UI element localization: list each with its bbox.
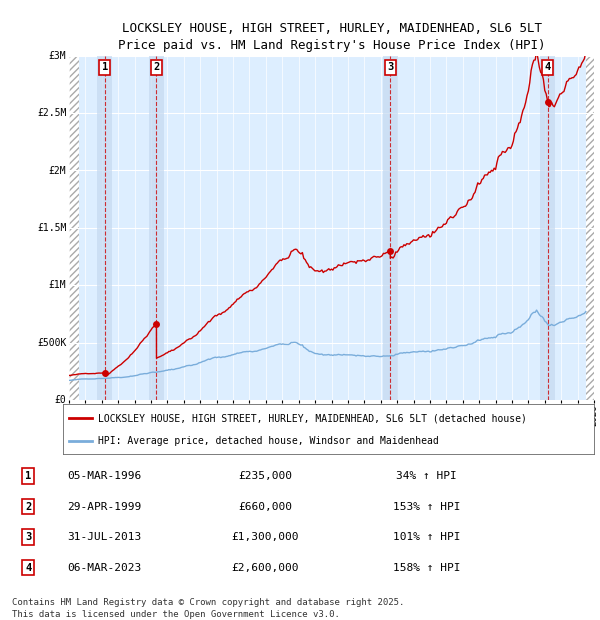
Text: 3: 3	[25, 532, 31, 542]
Bar	[586, 56, 594, 400]
Text: £235,000: £235,000	[238, 471, 292, 481]
Bar	[69, 56, 79, 400]
Text: £1M: £1M	[49, 280, 67, 290]
Text: 4: 4	[545, 62, 551, 73]
Text: HPI: Average price, detached house, Windsor and Maidenhead: HPI: Average price, detached house, Wind…	[98, 436, 438, 446]
Text: £2.5M: £2.5M	[37, 108, 67, 118]
Text: 29-APR-1999: 29-APR-1999	[67, 502, 141, 512]
Text: 2: 2	[25, 502, 31, 512]
Text: 06-MAR-2023: 06-MAR-2023	[67, 562, 141, 572]
Text: 05-MAR-1996: 05-MAR-1996	[67, 471, 141, 481]
Text: £3M: £3M	[49, 51, 67, 61]
Bar	[97, 56, 112, 400]
Text: 158% ↑ HPI: 158% ↑ HPI	[393, 562, 460, 572]
Text: Contains HM Land Registry data © Crown copyright and database right 2025.
This d: Contains HM Land Registry data © Crown c…	[12, 598, 404, 619]
Text: LOCKSLEY HOUSE, HIGH STREET, HURLEY, MAIDENHEAD, SL6 5LT (detached house): LOCKSLEY HOUSE, HIGH STREET, HURLEY, MAI…	[98, 413, 526, 423]
Text: £660,000: £660,000	[238, 502, 292, 512]
Text: 153% ↑ HPI: 153% ↑ HPI	[393, 502, 460, 512]
Text: £500K: £500K	[37, 337, 67, 348]
Text: 31-JUL-2013: 31-JUL-2013	[67, 532, 141, 542]
Text: 3: 3	[387, 62, 394, 73]
Text: 4: 4	[25, 562, 31, 572]
Bar	[541, 56, 555, 400]
Text: £0: £0	[55, 395, 67, 405]
Bar	[149, 56, 164, 400]
Text: 101% ↑ HPI: 101% ↑ HPI	[393, 532, 460, 542]
Text: 1: 1	[101, 62, 108, 73]
Text: 1: 1	[25, 471, 31, 481]
Text: £2,600,000: £2,600,000	[232, 562, 299, 572]
Text: 2: 2	[154, 62, 160, 73]
Text: 34% ↑ HPI: 34% ↑ HPI	[397, 471, 457, 481]
Text: £2M: £2M	[49, 166, 67, 175]
Text: £1.5M: £1.5M	[37, 223, 67, 233]
Title: LOCKSLEY HOUSE, HIGH STREET, HURLEY, MAIDENHEAD, SL6 5LT
Price paid vs. HM Land : LOCKSLEY HOUSE, HIGH STREET, HURLEY, MAI…	[118, 22, 545, 52]
Bar	[383, 56, 398, 400]
Text: £1,300,000: £1,300,000	[232, 532, 299, 542]
